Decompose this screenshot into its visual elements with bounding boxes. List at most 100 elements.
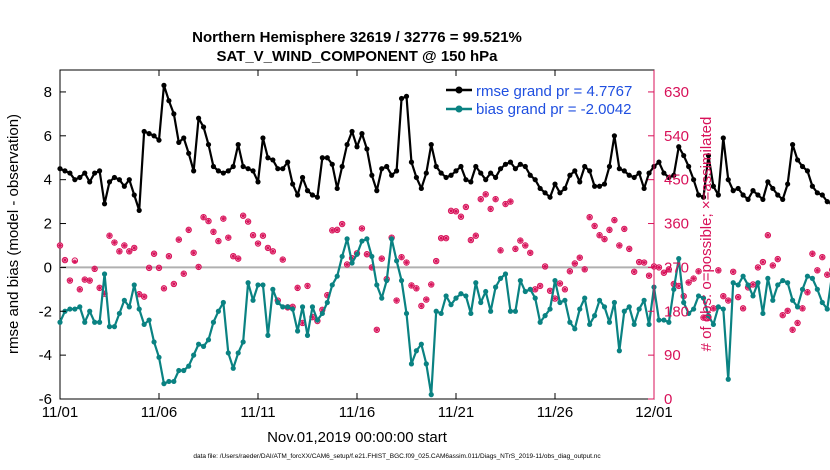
x-tick-label: 11/06 bbox=[141, 404, 177, 421]
obs-assimilated-point bbox=[107, 234, 111, 238]
bias-point bbox=[592, 313, 597, 318]
bias-point bbox=[166, 379, 171, 384]
obs-assimilated-point bbox=[781, 313, 785, 317]
obs-assimilated-point bbox=[404, 260, 408, 264]
obs-assimilated-point bbox=[360, 226, 364, 230]
rmse-point bbox=[820, 192, 825, 197]
obs-assimilated-point bbox=[538, 284, 542, 288]
obs-assimilated-point bbox=[637, 260, 641, 264]
obs-assimilated-point bbox=[731, 270, 735, 274]
bias-point bbox=[750, 293, 755, 298]
rmse-point bbox=[260, 135, 265, 140]
rmse-point bbox=[498, 166, 503, 171]
obs-assimilated-point bbox=[295, 286, 299, 290]
obs-assimilated-point bbox=[439, 236, 443, 240]
bias-point bbox=[424, 361, 429, 366]
rmse-point bbox=[463, 177, 468, 182]
bias-point bbox=[562, 298, 567, 303]
rmse-point bbox=[394, 168, 399, 173]
obs-assimilated-point bbox=[444, 236, 448, 240]
bias-point bbox=[478, 300, 483, 305]
rmse-point bbox=[82, 170, 87, 175]
obs-assimilated-point bbox=[127, 249, 131, 253]
obs-assimilated-point bbox=[558, 281, 562, 285]
obs-assimilated-point bbox=[122, 243, 126, 247]
bias-point bbox=[280, 304, 285, 309]
rmse-point bbox=[726, 177, 731, 182]
obs-assimilated-point bbox=[479, 197, 483, 201]
obs-assimilated-point bbox=[281, 257, 285, 261]
bias-point bbox=[547, 306, 552, 311]
y-left-tick-label: -2 bbox=[39, 303, 52, 320]
rmse-point bbox=[780, 197, 785, 202]
bias-point bbox=[196, 342, 201, 347]
obs-assimilated-point bbox=[459, 215, 463, 219]
rmse-point bbox=[790, 142, 795, 147]
rmse-point bbox=[374, 188, 379, 193]
obs-assimilated-point bbox=[583, 267, 587, 271]
bias-point bbox=[642, 298, 647, 303]
obs-assimilated-point bbox=[83, 277, 87, 281]
bias-point bbox=[815, 287, 820, 292]
rmse-point bbox=[246, 166, 251, 171]
obs-assimilated-point bbox=[58, 243, 62, 247]
obs-assimilated-point bbox=[622, 227, 626, 231]
bias-point bbox=[246, 280, 251, 285]
obs-assimilated-point bbox=[568, 269, 572, 273]
rmse-point bbox=[587, 168, 592, 173]
bias-point bbox=[533, 296, 538, 301]
bias-point bbox=[453, 296, 458, 301]
rmse-point bbox=[478, 170, 483, 175]
obs-assimilated-point bbox=[617, 243, 621, 247]
x-tick-label: 11/26 bbox=[537, 404, 573, 421]
y-left-tick-label: 4 bbox=[44, 172, 52, 189]
bias-point bbox=[572, 326, 577, 331]
bias-point bbox=[444, 293, 449, 298]
rmse-point bbox=[419, 186, 424, 191]
x-tick-label: 11/11 bbox=[240, 404, 275, 421]
bias-point bbox=[760, 311, 765, 316]
obs-assimilated-point bbox=[642, 260, 646, 264]
bias-point bbox=[503, 271, 508, 276]
bias-point bbox=[414, 348, 419, 353]
rmse-point bbox=[231, 164, 236, 169]
bias-point bbox=[112, 324, 117, 329]
bias-point bbox=[275, 300, 280, 305]
bias-point bbox=[340, 254, 345, 259]
bias-point bbox=[765, 276, 770, 281]
rmse-point bbox=[285, 160, 290, 165]
rmse-point bbox=[815, 190, 820, 195]
y-axis-right: 090180270360450540630 bbox=[648, 70, 689, 408]
obs-assimilated-point bbox=[246, 219, 250, 223]
obs-assimilated-point bbox=[543, 264, 547, 268]
bias-point bbox=[394, 258, 399, 263]
rmse-point bbox=[325, 155, 330, 160]
rmse-point bbox=[785, 181, 790, 186]
rmse-point bbox=[458, 164, 463, 169]
obs-assimilated-point bbox=[578, 255, 582, 259]
obs-assimilated-point bbox=[503, 202, 507, 206]
bias-point bbox=[557, 300, 562, 305]
bias-point bbox=[399, 278, 404, 283]
rmse-point bbox=[92, 170, 97, 175]
obs-assimilated-point bbox=[424, 297, 428, 301]
rmse-point bbox=[656, 160, 661, 165]
rmse-point bbox=[132, 192, 137, 197]
rmse-point bbox=[547, 195, 552, 200]
obs-assimilated-point bbox=[785, 309, 789, 313]
bias-point bbox=[602, 304, 607, 309]
bias-point bbox=[384, 278, 389, 283]
obs-assimilated-point bbox=[172, 282, 176, 286]
bias-point bbox=[374, 282, 379, 287]
bias-point bbox=[691, 306, 696, 311]
rmse-point bbox=[236, 142, 241, 147]
bias-point bbox=[72, 306, 77, 311]
obs-assimilated-point bbox=[736, 295, 740, 299]
bias-point bbox=[231, 366, 236, 371]
y-axis-left-label: rmse and bias (model - observation) bbox=[5, 114, 22, 354]
rmse-point bbox=[617, 166, 622, 171]
rmse-point bbox=[191, 168, 196, 173]
bias-point bbox=[345, 236, 350, 241]
rmse-point bbox=[117, 177, 122, 182]
rmse-point bbox=[775, 192, 780, 197]
